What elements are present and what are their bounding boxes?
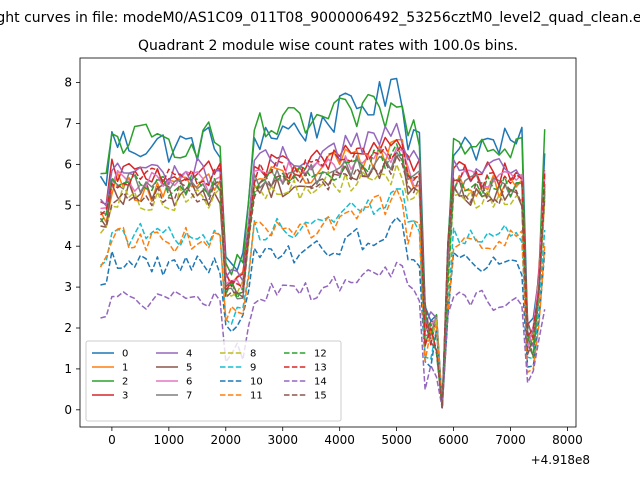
x-tick-label: 0 [108,433,116,447]
legend-label-10: 10 [250,377,263,388]
y-axis: 0 1 2 3 4 5 6 7 8 [64,76,80,417]
legend-label-8: 8 [250,349,256,360]
legend-label-11: 11 [250,391,263,402]
series-line-6 [100,147,546,409]
x-offset-text: +4.918e8 [531,453,590,467]
series-line-10 [100,216,546,409]
series-line-9 [100,188,546,409]
x-axis: 0 1000 2000 3000 4000 5000 6000 7000 8000 [108,427,583,447]
x-tick-label: 3000 [267,433,298,447]
series-line-7 [100,151,546,409]
series-line-15 [100,155,546,409]
y-tick-label: 2 [64,321,72,335]
legend-label-6: 6 [186,377,192,388]
series-line-4 [99,122,546,409]
legend-label-7: 7 [186,391,192,402]
series-line-2 [100,93,546,407]
legend-label-15: 15 [314,391,327,402]
y-tick-label: 7 [64,116,72,130]
legend-label-2: 2 [122,377,128,388]
legend-label-12: 12 [314,349,327,360]
y-tick-label: 6 [64,157,72,171]
series-line-8 [99,163,546,409]
legend-label-1: 1 [122,363,128,374]
axes-frame [79,57,577,428]
y-tick-label: 3 [64,280,72,294]
chart-suptitle: Light curves in file: modeM0/AS1C09_011T… [0,10,640,26]
x-tick-label: 6000 [438,433,469,447]
chart-title: Quadrant 2 module wise count rates with … [138,38,518,54]
legend-label-14: 14 [314,377,327,388]
y-tick-label: 1 [64,362,72,376]
legend-label-5: 5 [186,363,192,374]
y-tick-label: 5 [64,198,72,212]
x-tick-label: 4000 [324,433,355,447]
legend-label-13: 13 [314,363,327,374]
x-tick-label: 1000 [154,433,185,447]
series-line-5 [99,153,546,409]
y-tick-label: 4 [64,239,72,253]
y-tick-label: 0 [64,403,72,417]
x-tick-label: 2000 [211,433,242,447]
x-tick-label: 5000 [381,433,412,447]
series-line-11 [99,188,546,409]
legend-label-0: 0 [122,349,128,360]
series-line-13 [100,143,546,409]
x-tick-label: 7000 [495,433,526,447]
legend-label-9: 9 [250,363,256,374]
series-line-12 [99,143,546,409]
legend-label-3: 3 [122,391,128,402]
x-tick-label: 8000 [552,433,583,447]
series-lines [99,77,546,409]
legend-box [85,340,342,422]
y-tick-label: 8 [64,76,72,90]
legend-label-4: 4 [186,349,192,360]
